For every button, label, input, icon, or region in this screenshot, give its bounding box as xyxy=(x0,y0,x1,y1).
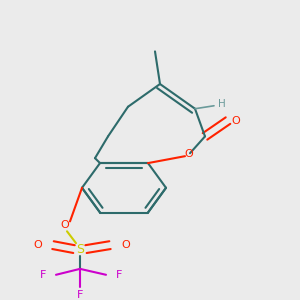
Text: F: F xyxy=(116,270,122,280)
Text: O: O xyxy=(232,116,240,126)
Text: S: S xyxy=(76,243,84,256)
Text: O: O xyxy=(184,149,194,159)
Text: H: H xyxy=(218,99,226,109)
Text: O: O xyxy=(122,240,130,250)
Text: F: F xyxy=(40,270,46,280)
Text: O: O xyxy=(34,240,42,250)
Text: F: F xyxy=(77,290,83,300)
Text: O: O xyxy=(61,220,69,230)
